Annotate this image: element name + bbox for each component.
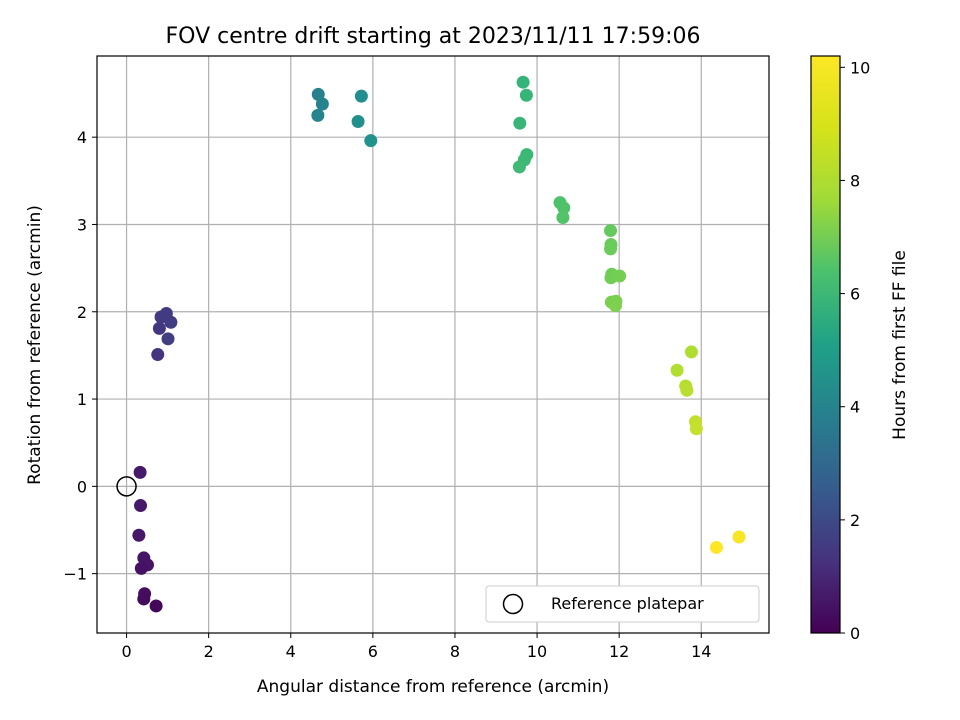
colorbar-frame <box>810 55 841 634</box>
data-point <box>149 599 163 613</box>
data-point <box>604 224 618 238</box>
y-tick-label: −1 <box>63 565 87 584</box>
data-point <box>134 499 148 513</box>
data-point <box>689 422 703 436</box>
data-point <box>364 134 378 148</box>
data-point <box>512 160 526 174</box>
plot-frame <box>96 55 770 634</box>
data-point <box>684 345 698 359</box>
colorbar: 0 2 4 6 8 10 Hours from first FF file <box>810 55 910 643</box>
legend: Reference platepar <box>485 585 760 623</box>
grid <box>97 56 769 633</box>
x-tick-label: 6 <box>368 642 378 661</box>
colorbar-tick-label: 0 <box>850 624 860 643</box>
data-point <box>709 540 723 554</box>
data-point <box>732 530 746 544</box>
x-tick-label: 4 <box>286 642 296 661</box>
y-tick-label: 1 <box>77 390 87 409</box>
data-point <box>604 242 618 256</box>
colorbar-tick-label: 6 <box>850 285 860 304</box>
data-point <box>137 592 151 606</box>
legend-box <box>485 585 760 623</box>
data-point <box>133 465 147 479</box>
data-point <box>315 97 329 111</box>
x-tick-label: 12 <box>609 642 629 661</box>
data-points <box>132 75 746 613</box>
data-point <box>354 89 368 103</box>
y-axis-label: Rotation from reference (arcmin) <box>25 205 45 485</box>
colorbar-gradient <box>811 56 840 633</box>
data-point <box>152 321 166 335</box>
data-point <box>557 201 571 215</box>
data-point <box>134 561 148 575</box>
colorbar-tick-label: 2 <box>850 511 860 530</box>
data-point <box>311 108 325 122</box>
data-point <box>513 116 527 130</box>
legend-entry-reference: Reference platepar <box>551 594 704 613</box>
data-point <box>351 114 365 128</box>
data-point <box>151 348 165 362</box>
data-point <box>670 363 684 377</box>
x-tick-label: 14 <box>691 642 711 661</box>
colorbar-tick-label: 10 <box>850 58 870 77</box>
y-tick-label: 0 <box>77 477 87 496</box>
x-axis-label: Angular distance from reference (arcmin) <box>257 677 609 697</box>
x-axis-ticks: 0 2 4 6 8 10 12 14 <box>121 633 711 661</box>
chart-title: FOV centre drift starting at 2023/11/11 … <box>166 24 701 49</box>
data-point <box>556 210 570 224</box>
reference-point-marker <box>116 476 137 497</box>
legend-marker <box>502 593 524 615</box>
data-point <box>164 315 178 329</box>
y-tick-label: 3 <box>77 215 87 234</box>
y-tick-label: 2 <box>77 303 87 322</box>
x-tick-label: 2 <box>204 642 214 661</box>
data-point <box>161 332 175 346</box>
y-tick-label: 4 <box>77 128 87 147</box>
colorbar-ticks: 0 2 4 6 8 10 <box>840 58 870 643</box>
x-tick-label: 10 <box>527 642 547 661</box>
x-tick-label: 8 <box>450 642 460 661</box>
x-tick-label: 0 <box>121 642 131 661</box>
data-point <box>680 383 694 397</box>
data-point <box>132 528 146 542</box>
y-axis-ticks: −1 0 1 2 3 4 <box>63 128 97 584</box>
data-point <box>613 269 627 283</box>
data-point <box>516 75 530 89</box>
colorbar-label: Hours from first FF file <box>890 250 910 440</box>
colorbar-tick-label: 4 <box>850 398 860 417</box>
data-point <box>519 88 533 102</box>
colorbar-tick-label: 8 <box>850 171 860 190</box>
data-point <box>608 299 622 313</box>
